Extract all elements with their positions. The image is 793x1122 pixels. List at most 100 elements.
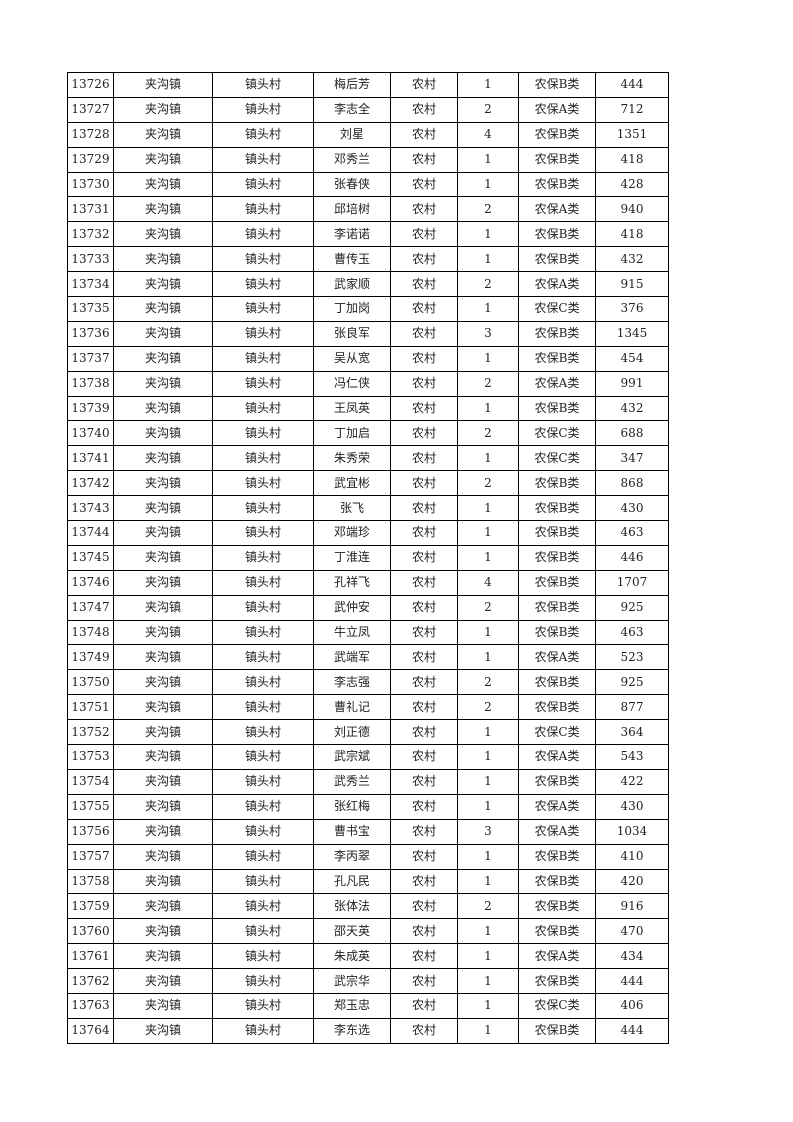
town-cell: 夹沟镇	[114, 993, 213, 1018]
household-type-cell: 农村	[391, 222, 458, 247]
household-type-cell: 农村	[391, 471, 458, 496]
insurance-category-cell: 农保A类	[519, 944, 596, 969]
person-name-cell: 张良军	[314, 321, 391, 346]
person-name-cell: 冯仁侠	[314, 371, 391, 396]
household-type-cell: 农村	[391, 745, 458, 770]
village-cell: 镇头村	[213, 993, 314, 1018]
town-cell: 夹沟镇	[114, 421, 213, 446]
household-type-cell: 农村	[391, 321, 458, 346]
household-type-cell: 农村	[391, 371, 458, 396]
town-cell: 夹沟镇	[114, 272, 213, 297]
village-cell: 镇头村	[213, 844, 314, 869]
person-name-cell: 邵天英	[314, 919, 391, 944]
person-name-cell: 邓秀兰	[314, 147, 391, 172]
member-count-cell: 1	[458, 794, 519, 819]
amount-cell: 1345	[596, 321, 669, 346]
member-count-cell: 2	[458, 272, 519, 297]
village-cell: 镇头村	[213, 73, 314, 98]
household-type-cell: 农村	[391, 919, 458, 944]
person-name-cell: 孔祥飞	[314, 570, 391, 595]
town-cell: 夹沟镇	[114, 670, 213, 695]
record-id-cell: 13743	[68, 496, 114, 521]
person-name-cell: 牛立凤	[314, 620, 391, 645]
member-count-cell: 2	[458, 695, 519, 720]
village-cell: 镇头村	[213, 745, 314, 770]
table-row: 13761夹沟镇镇头村朱成英农村1农保A类434	[68, 944, 669, 969]
table-row: 13737夹沟镇镇头村吴从宽农村1农保B类454	[68, 346, 669, 371]
table-row: 13742夹沟镇镇头村武宜彬农村2农保B类868	[68, 471, 669, 496]
member-count-cell: 2	[458, 197, 519, 222]
person-name-cell: 曹书宝	[314, 819, 391, 844]
town-cell: 夹沟镇	[114, 819, 213, 844]
table-row: 13735夹沟镇镇头村丁加岗农村1农保C类376	[68, 297, 669, 322]
amount-cell: 543	[596, 745, 669, 770]
insurance-category-cell: 农保B类	[519, 521, 596, 546]
village-cell: 镇头村	[213, 521, 314, 546]
town-cell: 夹沟镇	[114, 222, 213, 247]
insurance-category-cell: 农保B类	[519, 570, 596, 595]
table-row: 13727夹沟镇镇头村李志全农村2农保A类712	[68, 97, 669, 122]
insurance-category-cell: 农保B类	[519, 894, 596, 919]
village-cell: 镇头村	[213, 172, 314, 197]
household-type-cell: 农村	[391, 73, 458, 98]
household-type-cell: 农村	[391, 794, 458, 819]
village-cell: 镇头村	[213, 446, 314, 471]
member-count-cell: 1	[458, 869, 519, 894]
table-row: 13733夹沟镇镇头村曹传玉农村1农保B类432	[68, 247, 669, 272]
amount-cell: 877	[596, 695, 669, 720]
member-count-cell: 3	[458, 321, 519, 346]
town-cell: 夹沟镇	[114, 73, 213, 98]
record-id-cell: 13729	[68, 147, 114, 172]
household-type-cell: 农村	[391, 944, 458, 969]
table-row: 13757夹沟镇镇头村李丙翠农村1农保B类410	[68, 844, 669, 869]
household-type-cell: 农村	[391, 1018, 458, 1043]
insurance-category-cell: 农保B类	[519, 396, 596, 421]
village-cell: 镇头村	[213, 222, 314, 247]
table-row: 13758夹沟镇镇头村孔凡民农村1农保B类420	[68, 869, 669, 894]
amount-cell: 712	[596, 97, 669, 122]
insurance-category-cell: 农保B类	[519, 695, 596, 720]
record-id-cell: 13727	[68, 97, 114, 122]
town-cell: 夹沟镇	[114, 545, 213, 570]
household-type-cell: 农村	[391, 645, 458, 670]
town-cell: 夹沟镇	[114, 321, 213, 346]
amount-cell: 868	[596, 471, 669, 496]
insurance-category-cell: 农保C类	[519, 720, 596, 745]
household-type-cell: 农村	[391, 247, 458, 272]
household-type-cell: 农村	[391, 819, 458, 844]
amount-cell: 915	[596, 272, 669, 297]
town-cell: 夹沟镇	[114, 521, 213, 546]
person-name-cell: 张体法	[314, 894, 391, 919]
insurance-category-cell: 农保A类	[519, 794, 596, 819]
village-cell: 镇头村	[213, 620, 314, 645]
town-cell: 夹沟镇	[114, 122, 213, 147]
insurance-category-cell: 农保A类	[519, 745, 596, 770]
village-cell: 镇头村	[213, 595, 314, 620]
insurance-category-cell: 农保A类	[519, 371, 596, 396]
insurance-category-cell: 农保B类	[519, 919, 596, 944]
insurance-category-cell: 农保B类	[519, 471, 596, 496]
amount-cell: 470	[596, 919, 669, 944]
village-cell: 镇头村	[213, 545, 314, 570]
amount-cell: 444	[596, 969, 669, 994]
household-type-cell: 农村	[391, 595, 458, 620]
town-cell: 夹沟镇	[114, 794, 213, 819]
insurance-category-cell: 农保B类	[519, 222, 596, 247]
household-type-cell: 农村	[391, 521, 458, 546]
village-cell: 镇头村	[213, 297, 314, 322]
insurance-category-cell: 农保A类	[519, 819, 596, 844]
town-cell: 夹沟镇	[114, 147, 213, 172]
insurance-category-cell: 农保B类	[519, 247, 596, 272]
amount-cell: 991	[596, 371, 669, 396]
insurance-category-cell: 农保B类	[519, 321, 596, 346]
record-id-cell: 13762	[68, 969, 114, 994]
table-row: 13726夹沟镇镇头村梅后芳农村1农保B类444	[68, 73, 669, 98]
amount-cell: 446	[596, 545, 669, 570]
household-type-cell: 农村	[391, 620, 458, 645]
table-row: 13741夹沟镇镇头村朱秀荣农村1农保C类347	[68, 446, 669, 471]
insurance-category-cell: 农保C类	[519, 421, 596, 446]
village-cell: 镇头村	[213, 670, 314, 695]
village-cell: 镇头村	[213, 471, 314, 496]
table-row: 13730夹沟镇镇头村张春侠农村1农保B类428	[68, 172, 669, 197]
amount-cell: 347	[596, 446, 669, 471]
